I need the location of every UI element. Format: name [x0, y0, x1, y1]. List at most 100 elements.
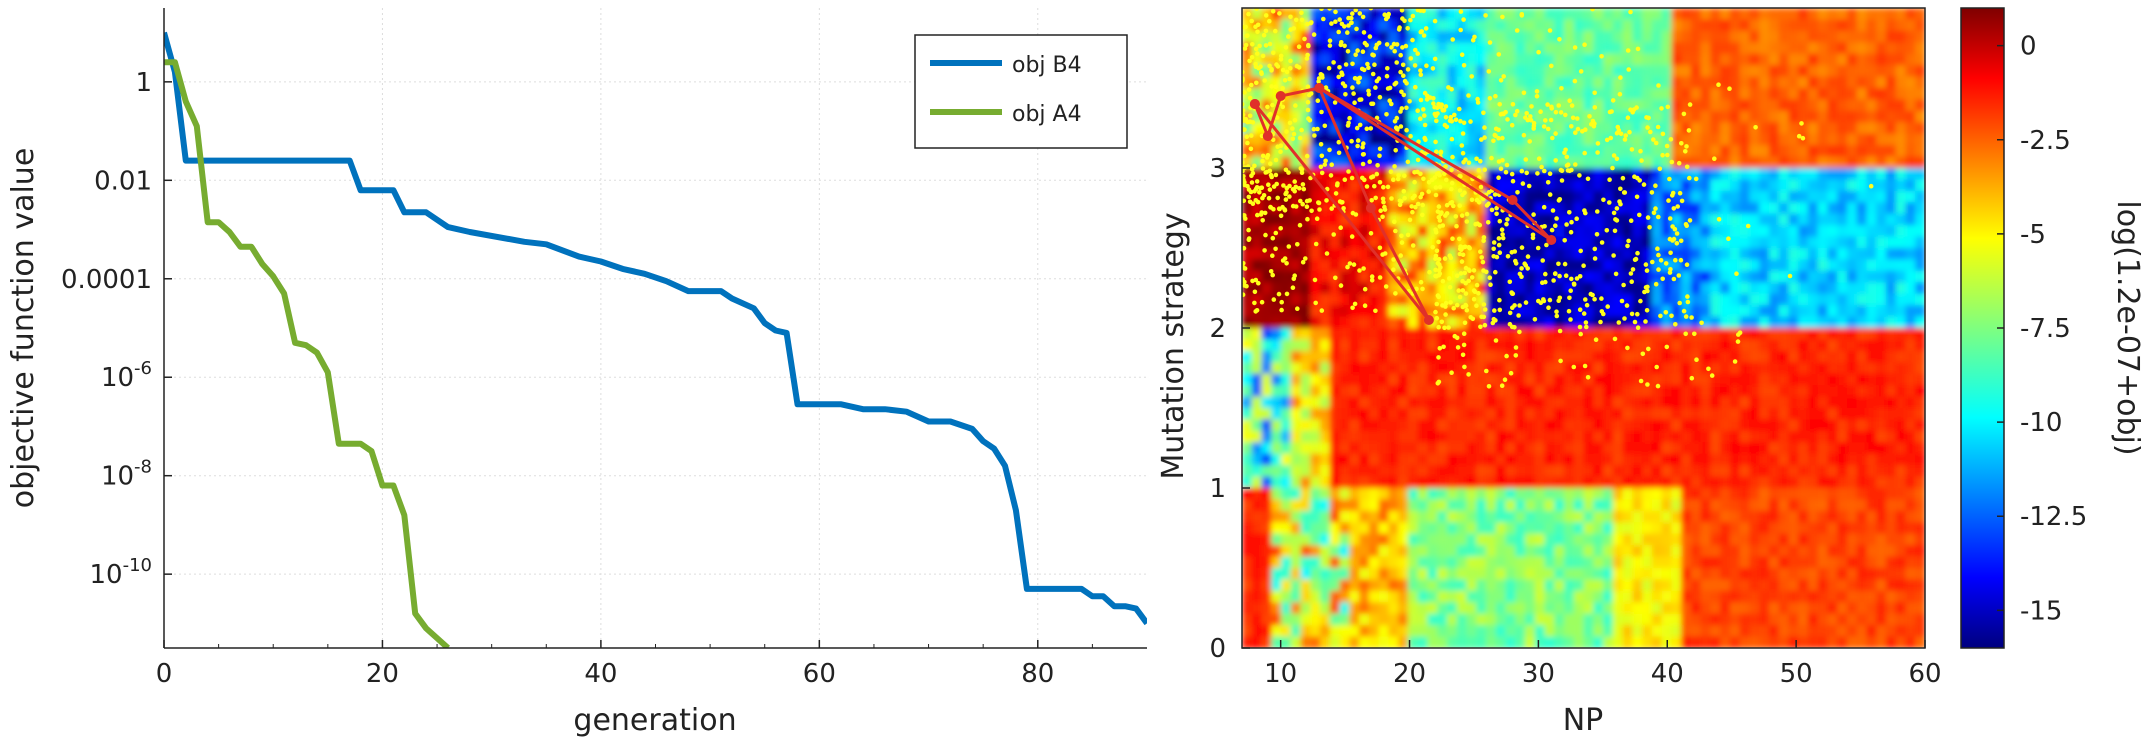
- heatmap-cell: [1846, 225, 1858, 238]
- sample-point: [1290, 203, 1296, 209]
- heatmap-cell: [1661, 545, 1673, 558]
- heatmap-cell: [1485, 625, 1497, 638]
- heatmap-cell: [1573, 613, 1585, 626]
- heatmap-cell: [1866, 122, 1878, 135]
- sample-point: [1389, 196, 1394, 201]
- heatmap-cell: [1788, 533, 1799, 546]
- heatmap-cell: [1642, 168, 1653, 181]
- heatmap-cell: [1729, 396, 1741, 409]
- heatmap-cell: [1505, 545, 1516, 558]
- heatmap-cell: [1700, 350, 1712, 364]
- heatmap-cell: [1671, 590, 1682, 604]
- heatmap-cell: [1885, 453, 1897, 466]
- heatmap-cell: [1261, 510, 1273, 524]
- sample-point: [1648, 129, 1653, 135]
- heatmap-cell: [1651, 510, 1663, 524]
- heatmap-cell: [1242, 122, 1253, 135]
- heatmap-cell: [1583, 499, 1595, 512]
- heatmap-cell: [1242, 339, 1253, 352]
- heatmap-cell: [1261, 476, 1273, 489]
- heatmap-cell: [1651, 590, 1663, 604]
- heatmap-cell: [1554, 168, 1565, 181]
- heatmap-cell: [1788, 590, 1799, 604]
- heatmap-cell: [1290, 133, 1302, 146]
- heatmap-cell: [1271, 396, 1282, 409]
- heatmap-cell: [1563, 499, 1575, 512]
- heatmap-cell: [1876, 122, 1887, 135]
- heatmap-cell: [1388, 8, 1399, 21]
- heatmap-cell: [1320, 545, 1331, 558]
- heatmap-cell: [1427, 442, 1438, 455]
- heatmap-cell: [1885, 88, 1897, 101]
- heatmap-cell: [1281, 179, 1292, 192]
- heatmap-cell: [1603, 42, 1614, 55]
- heatmap-cell: [1563, 190, 1575, 204]
- sample-point: [1304, 198, 1310, 204]
- heatmap-cell: [1524, 65, 1536, 78]
- heatmap-cell: [1827, 110, 1838, 124]
- sample-point: [1656, 214, 1661, 220]
- heatmap-cell: [1710, 8, 1721, 21]
- heatmap-cell: [1710, 133, 1721, 146]
- heatmap-cell: [1807, 453, 1819, 466]
- heatmap-cell: [1846, 30, 1858, 44]
- heatmap-cell: [1446, 190, 1458, 204]
- heatmap-cell: [1700, 408, 1712, 421]
- heatmap-cell: [1281, 293, 1292, 306]
- sample-point: [1435, 111, 1440, 116]
- heatmap-cell: [1681, 213, 1692, 226]
- heatmap-cell: [1603, 385, 1614, 398]
- heatmap-cell: [1573, 396, 1585, 409]
- heatmap-cell: [1563, 8, 1575, 21]
- heatmap-cell: [1261, 385, 1273, 398]
- heatmap-cell: [1417, 625, 1429, 638]
- heatmap-cell: [1476, 110, 1487, 124]
- heatmap-cell: [1593, 636, 1604, 648]
- heatmap-cell: [1476, 316, 1487, 329]
- heatmap-cell: [1427, 373, 1438, 386]
- heatmap-cell: [1339, 453, 1351, 466]
- heatmap-cell: [1359, 305, 1370, 318]
- heatmap-cell: [1388, 293, 1399, 306]
- sample-point: [1327, 43, 1333, 48]
- heatmap-cell: [1524, 533, 1536, 546]
- heatmap-cell: [1915, 328, 1925, 341]
- heatmap-cell: [1407, 385, 1419, 398]
- heatmap-cell: [1700, 236, 1712, 249]
- heatmap-cell: [1417, 556, 1429, 569]
- heatmap-cell: [1788, 270, 1799, 284]
- sample-point: [1668, 137, 1674, 142]
- heatmap-cell: [1359, 168, 1370, 181]
- heatmap-cell: [1388, 99, 1399, 112]
- heatmap-cell: [1300, 419, 1312, 432]
- heatmap-cell: [1456, 350, 1468, 364]
- heatmap-cell: [1495, 568, 1507, 581]
- sample-point: [1302, 36, 1307, 42]
- heatmap-cell: [1759, 556, 1770, 569]
- sample-point: [1249, 133, 1254, 138]
- heatmap-cell: [1251, 476, 1263, 489]
- heatmap-scatter-points: [1242, 8, 1874, 389]
- sample-point: [1286, 34, 1291, 39]
- sample-point: [1563, 273, 1569, 279]
- sample-point: [1401, 92, 1407, 98]
- heatmap-cell: [1329, 350, 1341, 364]
- heatmap-cell: [1515, 225, 1526, 238]
- heatmap-cell: [1310, 88, 1321, 101]
- heatmap-cell: [1378, 465, 1390, 478]
- heatmap-cell: [1251, 556, 1263, 569]
- heatmap-cell: [1651, 19, 1663, 32]
- heatmap-cell: [1837, 156, 1848, 169]
- heatmap-cell: [1846, 88, 1858, 101]
- heatmap-cell: [1437, 65, 1448, 78]
- heatmap-cell: [1729, 533, 1741, 546]
- heatmap-cell: [1485, 430, 1497, 444]
- heatmap-cell: [1417, 328, 1429, 341]
- heatmap-cell: [1290, 110, 1302, 124]
- heatmap-cell: [1427, 350, 1438, 364]
- heatmap-cell: [1485, 76, 1497, 89]
- sample-point: [1459, 259, 1465, 264]
- heatmap-cell: [1661, 19, 1673, 32]
- heatmap-cell: [1251, 339, 1263, 352]
- heatmap-cell: [1866, 316, 1878, 329]
